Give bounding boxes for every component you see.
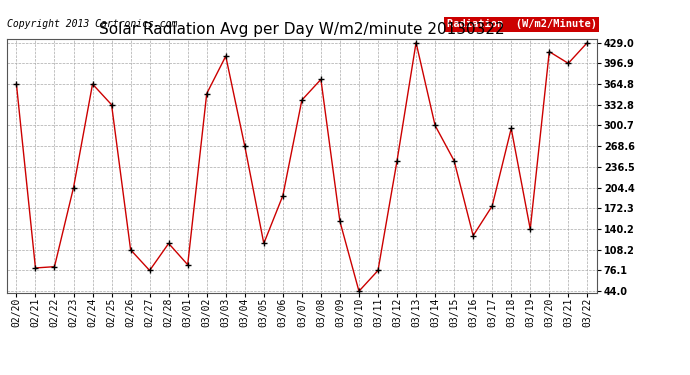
Text: Copyright 2013 Cartronics.com: Copyright 2013 Cartronics.com bbox=[7, 19, 177, 29]
Title: Solar Radiation Avg per Day W/m2/minute 20130322: Solar Radiation Avg per Day W/m2/minute … bbox=[99, 22, 504, 37]
Text: Radiation  (W/m2/Minute): Radiation (W/m2/Minute) bbox=[447, 19, 597, 29]
